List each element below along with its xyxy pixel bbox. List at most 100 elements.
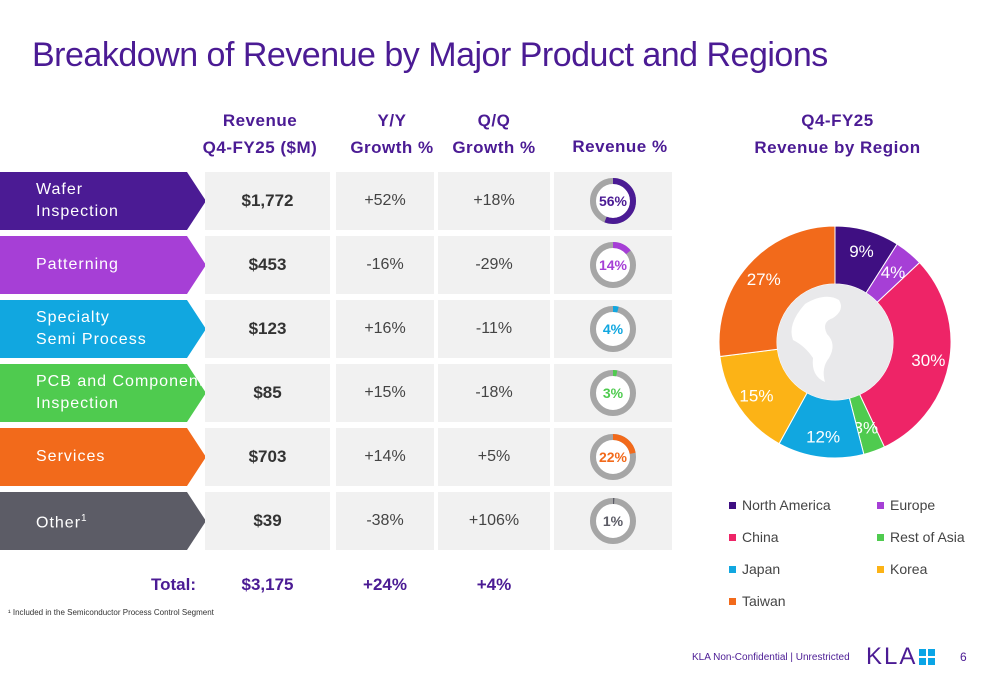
product-label-line: Inspection bbox=[36, 395, 119, 412]
legend-item: North America bbox=[729, 497, 831, 513]
yy-header-line2: Growth % bbox=[350, 138, 434, 157]
revenue-pct-donut: 1% bbox=[588, 496, 638, 546]
legend-item: Korea bbox=[877, 561, 927, 577]
total-qq: +4% bbox=[476, 575, 512, 594]
qq-growth-cell: -11% bbox=[438, 300, 550, 358]
pct-donut-svg bbox=[590, 178, 636, 224]
legend-swatch bbox=[877, 565, 884, 573]
revenue-header-line1: Revenue bbox=[222, 111, 298, 130]
qq-growth-cell: +5% bbox=[438, 428, 550, 486]
region-slice-label: 9% bbox=[849, 242, 874, 261]
region-slice-label: 27% bbox=[747, 270, 781, 289]
revenue-cell: $453 bbox=[205, 236, 330, 294]
region-slice-label: 4% bbox=[881, 263, 906, 282]
product-label-line: Patterning bbox=[36, 256, 119, 273]
page-number: 6 bbox=[960, 650, 967, 664]
legend-swatch bbox=[729, 597, 736, 605]
legend-item: Rest of Asia bbox=[877, 529, 965, 545]
classification-text: KLA Non-Confidential | Unrestricted bbox=[692, 652, 850, 663]
pct-header: Revenue % bbox=[572, 137, 668, 156]
pct-donut-arc bbox=[590, 242, 636, 288]
total-revenue: $3,175 bbox=[241, 575, 294, 594]
product-label-text: Wafer Inspection bbox=[36, 179, 119, 223]
revenue-pct-donut: 56% bbox=[588, 176, 638, 226]
product-row-label: Other1 bbox=[0, 492, 206, 550]
logo-text: KLA bbox=[866, 643, 918, 670]
product-label-text: Services bbox=[36, 446, 105, 468]
revenue-pct-donut: 14% bbox=[588, 240, 638, 290]
yy-growth-cell: +15% bbox=[336, 364, 434, 422]
pct-donut-svg bbox=[590, 306, 636, 352]
legend-item: China bbox=[729, 529, 779, 545]
product-label-line: Services bbox=[36, 448, 106, 465]
qq-header-line1: Q/Q bbox=[477, 111, 511, 130]
qq-growth-cell: -29% bbox=[438, 236, 550, 294]
pct-donut-svg bbox=[590, 370, 636, 416]
legend-item: Japan bbox=[729, 561, 780, 577]
revenue-pct-donut: 4% bbox=[588, 304, 638, 354]
pct-donut-arc bbox=[590, 178, 636, 224]
product-row-label: Wafer Inspection bbox=[0, 172, 206, 230]
qq-growth-cell: -18% bbox=[438, 364, 550, 422]
pct-donut-arc bbox=[590, 370, 636, 416]
legend-swatch bbox=[729, 501, 736, 509]
yy-growth-cell: +16% bbox=[336, 300, 434, 358]
pct-donut-label: 3% bbox=[602, 385, 624, 401]
footnote-marker: 1 bbox=[81, 512, 88, 524]
pct-donut-svg bbox=[590, 498, 636, 544]
region-chart-title: Q4-FY25 Revenue by Region bbox=[730, 107, 945, 161]
pct-donut-arc bbox=[590, 434, 636, 480]
pct-donut-label: 1% bbox=[602, 513, 624, 529]
legend-label: Europe bbox=[890, 497, 936, 513]
revenue-cell: $85 bbox=[205, 364, 330, 422]
total-label: Total: bbox=[150, 575, 196, 594]
pct-donut-svg bbox=[590, 242, 636, 288]
revenue-header-line2: Q4-FY25 ($M) bbox=[202, 138, 318, 157]
globe-continent bbox=[791, 296, 841, 382]
legend-swatch bbox=[729, 565, 736, 573]
legend-label: Rest of Asia bbox=[890, 529, 965, 545]
revenue-header: Revenue Q4-FY25 ($M) bbox=[200, 107, 320, 161]
product-label-line: Wafer bbox=[36, 181, 84, 198]
revenue-pct-cell: 3% bbox=[554, 364, 672, 422]
pct-donut-label: 14% bbox=[598, 257, 628, 273]
legend-label: Korea bbox=[890, 561, 928, 577]
revenue-pct-cell: 56% bbox=[554, 172, 672, 230]
revenue-pct-donut: 3% bbox=[588, 368, 638, 418]
yy-growth-cell: -16% bbox=[336, 236, 434, 294]
kla-logo: KLA bbox=[866, 643, 936, 671]
pct-donut-label: 56% bbox=[598, 193, 628, 209]
product-label-line: Inspection bbox=[36, 203, 119, 220]
legend-label: North America bbox=[742, 497, 831, 513]
region-slice-label: 3% bbox=[854, 419, 879, 438]
legend-swatch bbox=[877, 533, 884, 541]
product-label-line: PCB and Component bbox=[36, 373, 205, 390]
revenue-cell: $703 bbox=[205, 428, 330, 486]
product-label-line: Specialty bbox=[36, 309, 110, 326]
product-row-label: Services bbox=[0, 428, 206, 486]
revenue-pct-donut: 22% bbox=[588, 432, 638, 482]
qq-header-line2: Growth % bbox=[452, 138, 536, 157]
product-label-line: Other1 bbox=[36, 508, 88, 534]
page-title: Breakdown of Revenue by Major Product an… bbox=[32, 36, 828, 74]
pct-donut-label: 4% bbox=[602, 321, 624, 337]
legend-item: Europe bbox=[877, 497, 935, 513]
yy-header: Y/Y Growth % bbox=[340, 107, 444, 161]
legend-swatch bbox=[729, 533, 736, 541]
pct-donut-label: 22% bbox=[598, 449, 628, 465]
revenue-cell: $1,772 bbox=[205, 172, 330, 230]
revenue-pct-cell: 4% bbox=[554, 300, 672, 358]
product-label-text: Other1 bbox=[36, 508, 88, 534]
product-row-label: Specialty Semi Process bbox=[0, 300, 206, 358]
legend-label: Taiwan bbox=[742, 593, 786, 609]
product-row-label: PCB and Component Inspection bbox=[0, 364, 206, 422]
product-label-text: Specialty Semi Process bbox=[36, 307, 147, 351]
yy-growth-cell: -38% bbox=[336, 492, 434, 550]
revenue-pct-cell: 1% bbox=[554, 492, 672, 550]
plus-icon bbox=[919, 649, 936, 665]
legend-item: Taiwan bbox=[729, 593, 786, 609]
pct-donut-arc bbox=[590, 306, 636, 352]
qq-growth-cell: +18% bbox=[438, 172, 550, 230]
pct-donut-svg bbox=[590, 434, 636, 480]
pct-donut-arc bbox=[590, 498, 636, 544]
